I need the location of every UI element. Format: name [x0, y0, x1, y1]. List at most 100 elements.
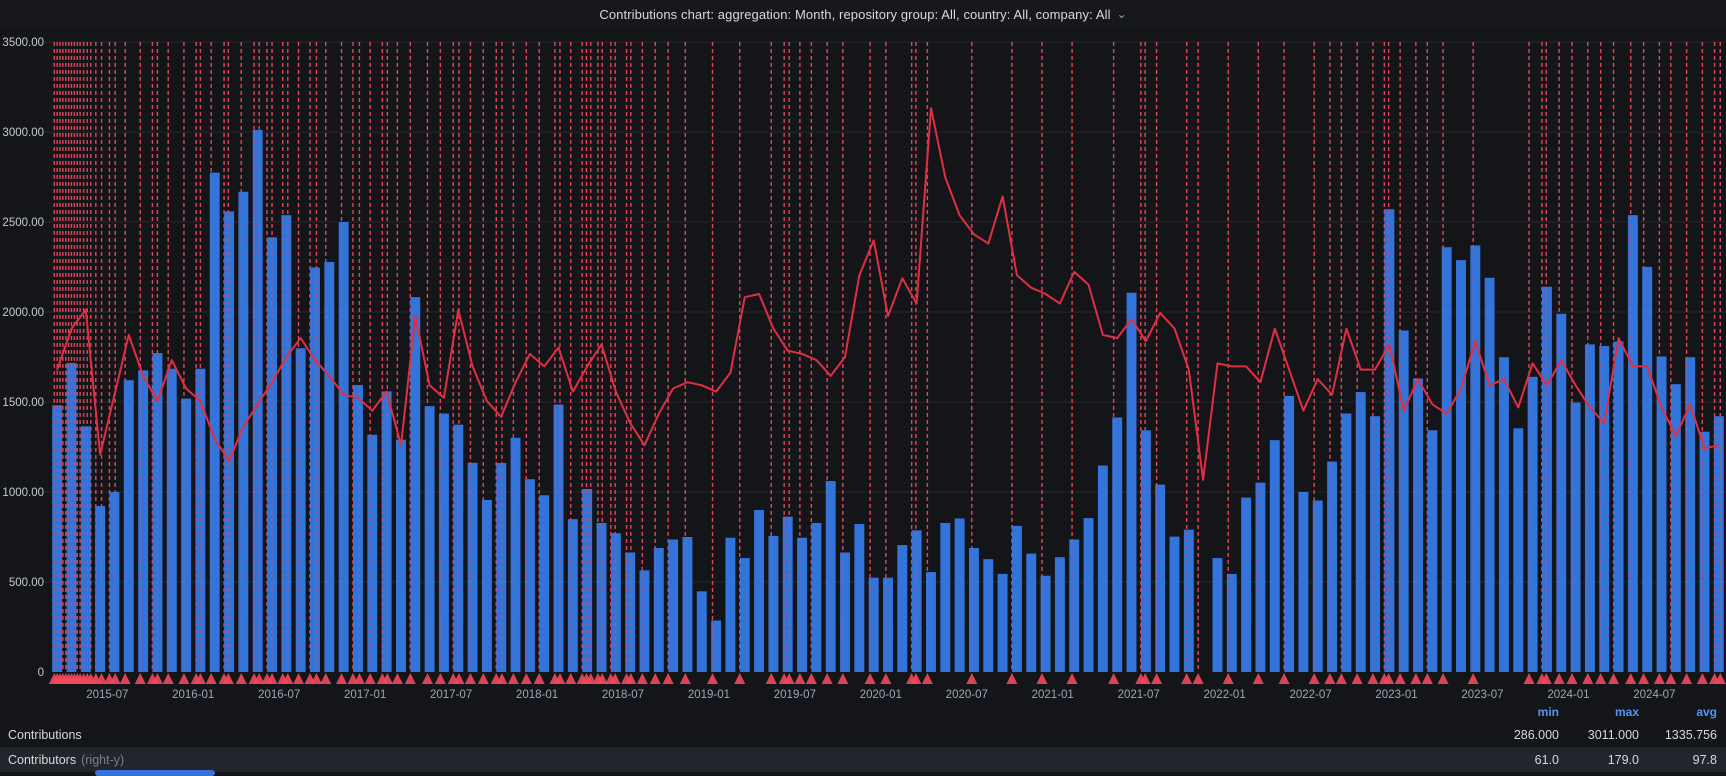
annotation-marker[interactable] [1192, 673, 1204, 684]
annotation-marker[interactable] [1665, 673, 1677, 684]
annotation-marker[interactable] [1335, 673, 1347, 684]
annotation-marker[interactable] [178, 673, 190, 684]
chevron-down-icon[interactable]: ⌄ [1116, 7, 1127, 21]
annotation-marker[interactable] [805, 673, 817, 684]
annotation-marker[interactable] [565, 673, 577, 684]
annotation-marker[interactable] [1036, 673, 1048, 684]
annotation-marker[interactable] [194, 673, 206, 684]
annotation-marker[interactable] [625, 673, 637, 684]
annotation-marker[interactable] [1625, 673, 1637, 684]
annotation-marker[interactable] [821, 673, 833, 684]
annotation-marker[interactable] [1066, 673, 1078, 684]
annotation-marker[interactable] [596, 673, 608, 684]
annotation-marker[interactable] [1351, 673, 1363, 684]
annotation-marker[interactable] [1595, 673, 1607, 684]
series-label[interactable]: Contributors (right-y) [8, 752, 125, 767]
annotation-marker[interactable] [609, 673, 621, 684]
annotation-marker[interactable] [119, 673, 131, 684]
annotation-marker[interactable] [662, 673, 674, 684]
legend-row-contributors[interactable]: Contributors (right-y) 61.0 179.0 97.8 [0, 747, 1726, 772]
annotation-marker[interactable] [1108, 673, 1120, 684]
series-label[interactable]: Contributions [8, 727, 82, 742]
annotation-marker[interactable] [1324, 673, 1336, 684]
contributions-bar [496, 463, 507, 672]
annotation-marker[interactable] [151, 673, 163, 684]
chart-canvas[interactable]: 3500.00 3000.00 2500.00 2000.00 1500.00 1000.… [0, 28, 1726, 700]
annotation-marker[interactable] [794, 673, 806, 684]
annotation-marker[interactable] [293, 673, 305, 684]
annotation-marker[interactable] [235, 673, 247, 684]
annotation-marker[interactable] [96, 673, 108, 684]
annotation-marker[interactable] [1308, 673, 1320, 684]
annotation-marker[interactable] [585, 673, 597, 684]
annotation-marker[interactable] [1553, 673, 1565, 684]
horizontal-scrollbar-thumb[interactable] [95, 770, 215, 776]
annotation-marker[interactable] [266, 673, 278, 684]
annotation-marker[interactable] [554, 673, 566, 684]
annotation-marker[interactable] [1523, 673, 1535, 684]
annotation-marker[interactable] [921, 673, 933, 684]
annotation-marker[interactable] [353, 673, 365, 684]
annotation-marker[interactable] [1437, 673, 1449, 684]
annotation-marker[interactable] [837, 673, 849, 684]
annotation-marker[interactable] [364, 673, 376, 684]
annotation-marker[interactable] [1540, 673, 1552, 684]
annotation-marker[interactable] [1566, 673, 1578, 684]
annotation-marker[interactable] [649, 673, 661, 684]
annotation-marker[interactable] [1139, 673, 1151, 684]
annotation-marker[interactable] [421, 673, 433, 684]
annotation-marker[interactable] [381, 673, 393, 684]
annotation-marker[interactable] [533, 673, 545, 684]
annotation-marker[interactable] [765, 673, 777, 684]
annotation-marker[interactable] [1252, 673, 1264, 684]
annotation-marker[interactable] [707, 673, 719, 684]
annotation-marker[interactable] [453, 673, 465, 684]
annotation-marker[interactable] [1151, 673, 1163, 684]
annotation-marker[interactable] [1394, 673, 1406, 684]
annotation-marker[interactable] [1696, 673, 1708, 684]
annotation-marker[interactable] [1714, 673, 1726, 684]
annotation-marker[interactable] [253, 673, 265, 684]
annotation-marker[interactable] [1410, 673, 1422, 684]
annotation-marker[interactable] [1467, 673, 1479, 684]
annotation-marker[interactable] [404, 673, 416, 684]
annotation-marker[interactable] [1367, 673, 1379, 684]
annotation-marker[interactable] [864, 673, 876, 684]
annotation-marker[interactable] [880, 673, 892, 684]
annotation-marker[interactable] [1421, 673, 1433, 684]
annotation-marker[interactable] [1638, 673, 1650, 684]
annotation-marker[interactable] [134, 673, 146, 684]
annotation-marker[interactable] [434, 673, 446, 684]
annotation-marker[interactable] [336, 673, 348, 684]
annotation-marker[interactable] [391, 673, 403, 684]
legend-row-contributions[interactable]: Contributions 286.000 3011.000 1335.756 [0, 722, 1726, 747]
annotation-marker[interactable] [1222, 673, 1234, 684]
annotation-marker[interactable] [1181, 673, 1193, 684]
annotation-marker[interactable] [966, 673, 978, 684]
annotation-marker[interactable] [734, 673, 746, 684]
annotation-marker[interactable] [1653, 673, 1665, 684]
annotation-marker[interactable] [1608, 673, 1620, 684]
contributions-bar [954, 518, 965, 672]
annotation-marker[interactable] [320, 673, 332, 684]
annotation-marker[interactable] [496, 673, 508, 684]
annotation-marker[interactable] [222, 673, 234, 684]
annotation-marker[interactable] [109, 673, 121, 684]
annotation-marker[interactable] [1582, 673, 1594, 684]
annotation-marker[interactable] [310, 673, 322, 684]
annotation-marker[interactable] [464, 673, 476, 684]
annotation-marker[interactable] [477, 673, 489, 684]
annotation-marker[interactable] [636, 673, 648, 684]
annotation-marker[interactable] [679, 673, 691, 684]
annotation-marker[interactable] [1278, 673, 1290, 684]
annotation-marker[interactable] [910, 673, 922, 684]
annotation-marker[interactable] [520, 673, 532, 684]
annotation-marker[interactable] [1681, 673, 1693, 684]
annotation-marker[interactable] [282, 673, 294, 684]
annotation-marker[interactable] [783, 673, 795, 684]
annotation-marker[interactable] [1383, 673, 1395, 684]
annotation-marker[interactable] [1006, 673, 1018, 684]
annotation-marker[interactable] [162, 673, 174, 684]
annotation-marker[interactable] [205, 673, 217, 684]
annotation-marker[interactable] [507, 673, 519, 684]
